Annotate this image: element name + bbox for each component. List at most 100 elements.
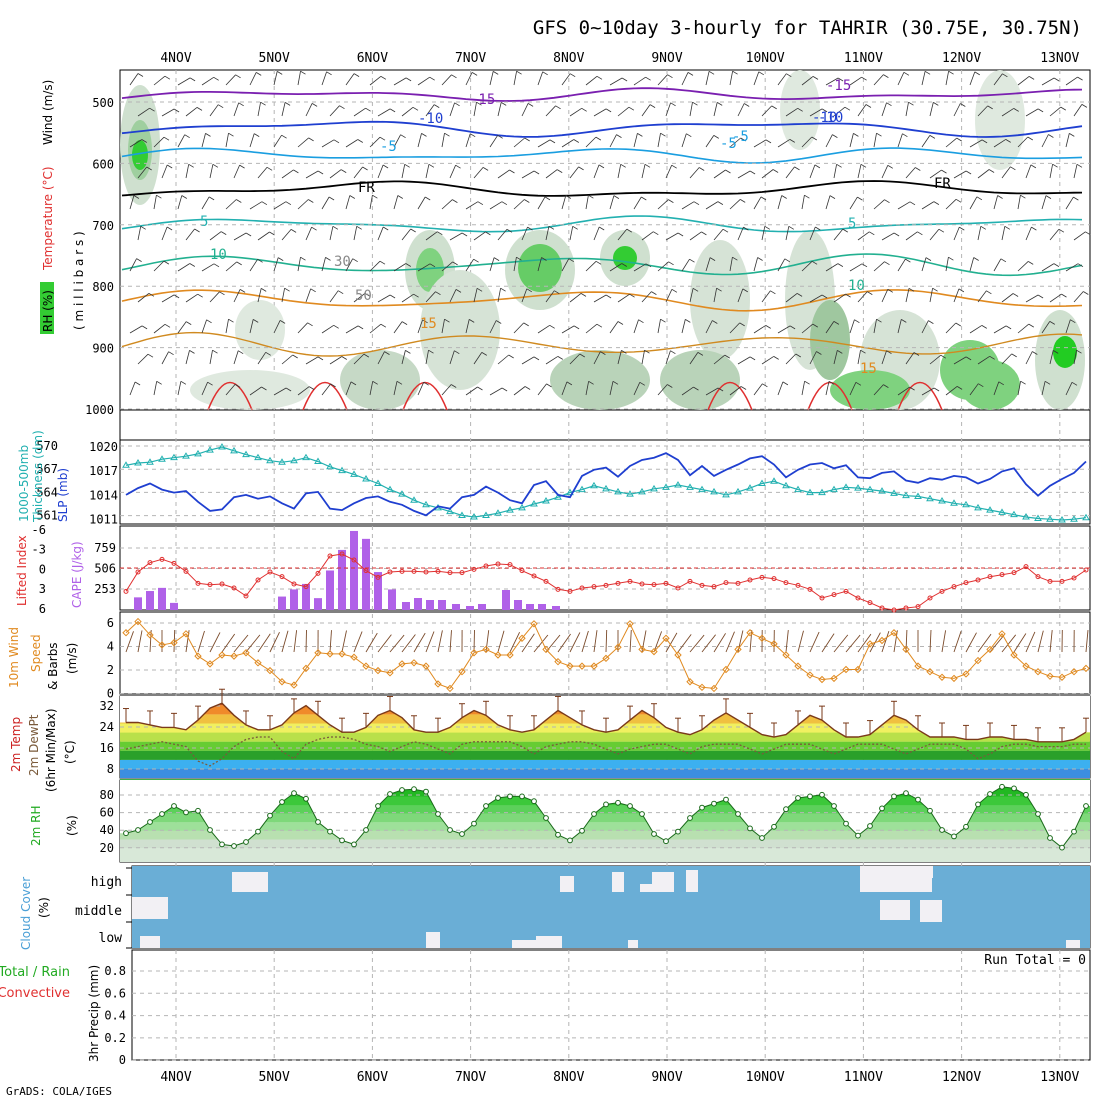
wind-barb-flag: [166, 226, 173, 231]
cloud-clear-block: [560, 876, 574, 892]
rh-point: [303, 795, 309, 802]
thickness-point: [482, 511, 490, 518]
bottom-day-label: 5NOV: [259, 1070, 290, 1085]
wind-barb: [225, 261, 237, 272]
wind-barb-flag: [279, 320, 286, 324]
wind-barb: [897, 386, 910, 396]
wind-barb-flag: [1069, 133, 1075, 137]
wind-speed-point: [1046, 672, 1054, 680]
thickness-point: [230, 446, 238, 454]
wind-speed-point: [758, 634, 766, 642]
wind-barb: [897, 258, 906, 272]
rh-point: [1047, 835, 1053, 841]
wind-barb: [497, 229, 508, 241]
wind-barb: [857, 350, 861, 365]
wind-barb: [609, 321, 619, 334]
rh-point: [279, 799, 285, 805]
wind-speed-point: [338, 650, 346, 658]
wind-barb-flag: [698, 167, 705, 171]
wind-barb-flag: [524, 199, 530, 203]
lifted-index-point: [603, 582, 609, 588]
wind-barb-flag: [497, 134, 503, 139]
wind-barb: [569, 107, 582, 117]
wind-barb: [489, 71, 494, 86]
wind-barb-flag: [667, 384, 673, 388]
wind-barb: [873, 261, 885, 272]
wind-barb: [953, 288, 960, 303]
wind-barb: [377, 108, 391, 117]
axis-tick-label: 16: [100, 741, 114, 755]
wind-barb-flag: [739, 199, 746, 203]
rh-point: [459, 831, 465, 837]
wind-barb-flag: [668, 261, 674, 266]
wind-speed-point: [242, 649, 250, 657]
wind-barb-flag: [184, 134, 190, 139]
wind-barb-flag: [795, 353, 802, 358]
wind-barb-flag: [477, 201, 484, 206]
wind-barb: [557, 633, 571, 653]
wind-barb-flag: [164, 323, 171, 328]
thickness-point: [1010, 510, 1018, 518]
rh-shade-blob: [190, 370, 310, 410]
wind-barb-flag: [365, 107, 371, 112]
wind-barb-flag: [621, 263, 628, 267]
thickness-point: [422, 500, 430, 508]
wind-barb: [849, 263, 863, 272]
contour-15: [121, 331, 1083, 357]
wind-barb: [569, 632, 581, 653]
wind-barb: [377, 294, 391, 303]
wind-barb: [785, 293, 798, 303]
wind-barb: [257, 633, 271, 653]
wind-barb-flag: [860, 163, 867, 168]
wind-barb: [689, 288, 694, 303]
bottom-day-label: 9NOV: [651, 1070, 682, 1085]
wind-barb-flag: [549, 139, 556, 144]
rh-point: [555, 831, 561, 838]
wind-barb-flag: [1020, 380, 1026, 385]
wind-barb-flag: [989, 355, 995, 360]
wind-barb: [809, 226, 816, 241]
wind-barb-flag: [516, 70, 522, 75]
axis-tick-label: 6: [39, 602, 46, 616]
wind-barb: [905, 167, 916, 179]
wind-barb-flag: [913, 352, 920, 356]
wind-barb: [185, 228, 195, 241]
wind-barb-flag: [876, 132, 882, 137]
wind-barb: [425, 291, 436, 303]
cape-bar: [388, 589, 396, 610]
lifted-index-point: [411, 568, 417, 574]
wind-barb-flag: [527, 226, 533, 231]
wind-barb-flag: [804, 194, 810, 199]
wind-barb: [761, 356, 774, 365]
wind-barb-flag: [181, 195, 188, 199]
wind-barb: [849, 319, 855, 334]
wind-barb-flag: [380, 75, 387, 80]
wind-barb: [609, 195, 615, 210]
wind-barb: [809, 631, 820, 653]
rh-point: [903, 790, 909, 797]
wind-barb: [665, 165, 673, 179]
wind-barb: [321, 383, 331, 396]
wind-barb: [561, 258, 570, 272]
wind-barb: [753, 383, 763, 396]
contour-freezing: [121, 180, 1083, 197]
wind-barb: [537, 383, 547, 396]
wind-barb: [297, 199, 309, 210]
wind-barb-flag: [901, 319, 907, 323]
wind-barb-flag: [1048, 134, 1054, 138]
wind-barb: [833, 350, 838, 365]
wind-speed-point: [602, 654, 610, 663]
wind-barb-flag: [855, 381, 862, 386]
wind-barb-flag: [938, 228, 945, 233]
wind-barb-flag: [239, 289, 246, 293]
wind-barb-flag: [471, 72, 478, 76]
wind-barb: [209, 632, 221, 653]
axis-tick-label: -6: [32, 523, 46, 537]
temperature-contours: [121, 87, 1083, 411]
wind-speed-point: [206, 660, 214, 668]
wind-barb-flag: [337, 290, 344, 295]
lifted-index-point: [1059, 578, 1065, 584]
wind-barb-flag: [317, 356, 324, 361]
wind-barb-flag: [485, 231, 491, 236]
lifted-index-point: [243, 593, 249, 599]
